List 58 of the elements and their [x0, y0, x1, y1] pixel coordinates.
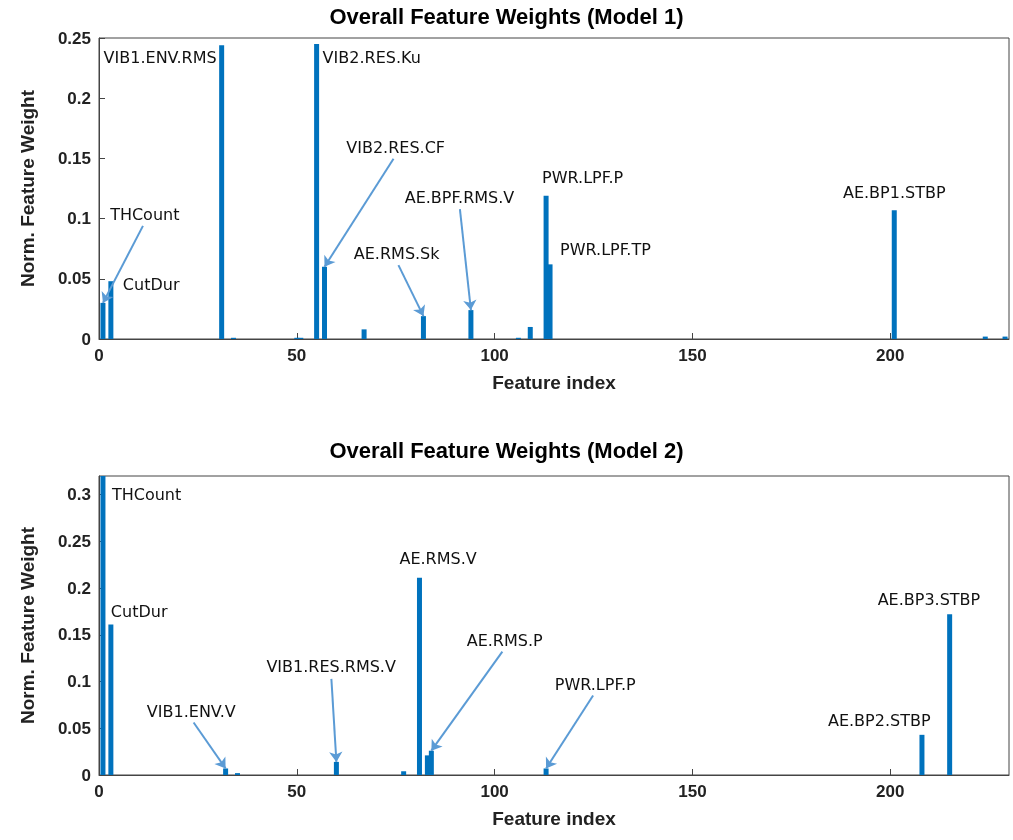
y-axis-title: Norm. Feature Weight	[17, 526, 38, 725]
bar	[527, 326, 533, 339]
annotation: CutDur	[110, 602, 168, 622]
annotation: PWR.LPF.P	[554, 674, 637, 694]
annotation: VIB2.RES.Ku	[322, 47, 421, 67]
y-tick-label: 0.2	[67, 578, 91, 598]
bar	[416, 577, 422, 775]
annotation: PWR.LPF.TP	[560, 239, 652, 259]
x-tick-label: 0	[94, 782, 104, 801]
chart-title: Overall Feature Weights (Model 1)	[329, 3, 684, 29]
bar	[314, 44, 320, 339]
y-tick-label: 0.15	[57, 148, 91, 168]
y-tick-label: 0.1	[67, 672, 91, 692]
bar	[947, 614, 953, 775]
bar	[891, 210, 897, 339]
x-tick-label: 100	[480, 346, 509, 365]
annotation: VIB2.RES.CF	[346, 137, 446, 157]
bar	[361, 329, 367, 339]
annotation: AE.BP2.STBP	[827, 711, 931, 731]
chart-title: Overall Feature Weights (Model 2)	[329, 437, 684, 463]
bar	[108, 624, 114, 775]
y-axis-title: Norm. Feature Weight	[17, 89, 38, 288]
annotation: AE.RMS.Sk	[353, 244, 441, 264]
x-tick-label: 50	[287, 346, 307, 365]
annotation: AE.BP1.STBP	[842, 182, 946, 202]
y-tick-label: 0	[81, 765, 91, 785]
x-tick-label: 150	[678, 346, 707, 365]
y-tick-label: 0.05	[57, 718, 91, 738]
annotation: CutDur	[122, 274, 180, 294]
bar	[919, 734, 925, 775]
y-tick-label: 0	[81, 329, 91, 349]
x-tick-label: 50	[287, 782, 307, 801]
annotation: AE.RMS.P	[466, 630, 544, 650]
y-tick-label: 0.25	[57, 531, 91, 551]
annotation: VIB1.ENV.V	[146, 701, 236, 721]
annotation: THCount	[109, 204, 180, 224]
bar	[401, 771, 407, 775]
x-tick-label: 150	[678, 782, 707, 801]
x-tick-label: 200	[876, 782, 905, 801]
annotation: THCount	[110, 484, 182, 504]
y-tick-label: 0.05	[57, 269, 91, 289]
y-tick-label: 0.15	[57, 625, 91, 645]
annotation: AE.RMS.V	[399, 549, 477, 569]
x-tick-label: 100	[480, 782, 509, 801]
annotation: AE.BP3.STBP	[877, 589, 981, 609]
annotation: PWR.LPF.P	[542, 168, 624, 188]
x-tick-label: 0	[94, 346, 104, 365]
y-tick-label: 0.3	[67, 485, 91, 505]
x-tick-label: 200	[876, 346, 905, 365]
annotation: AE.BPF.RMS.V	[404, 187, 515, 207]
annotation: VIB1.ENV.RMS	[103, 47, 217, 67]
y-tick-label: 0.2	[67, 88, 91, 108]
bar	[219, 45, 225, 339]
x-axis-title: Feature index	[492, 808, 617, 829]
annotation: VIB1.RES.RMS.V	[266, 657, 396, 677]
y-tick-label: 0.25	[57, 28, 91, 48]
x-axis-title: Feature index	[492, 372, 617, 393]
y-tick-label: 0.1	[67, 209, 91, 229]
